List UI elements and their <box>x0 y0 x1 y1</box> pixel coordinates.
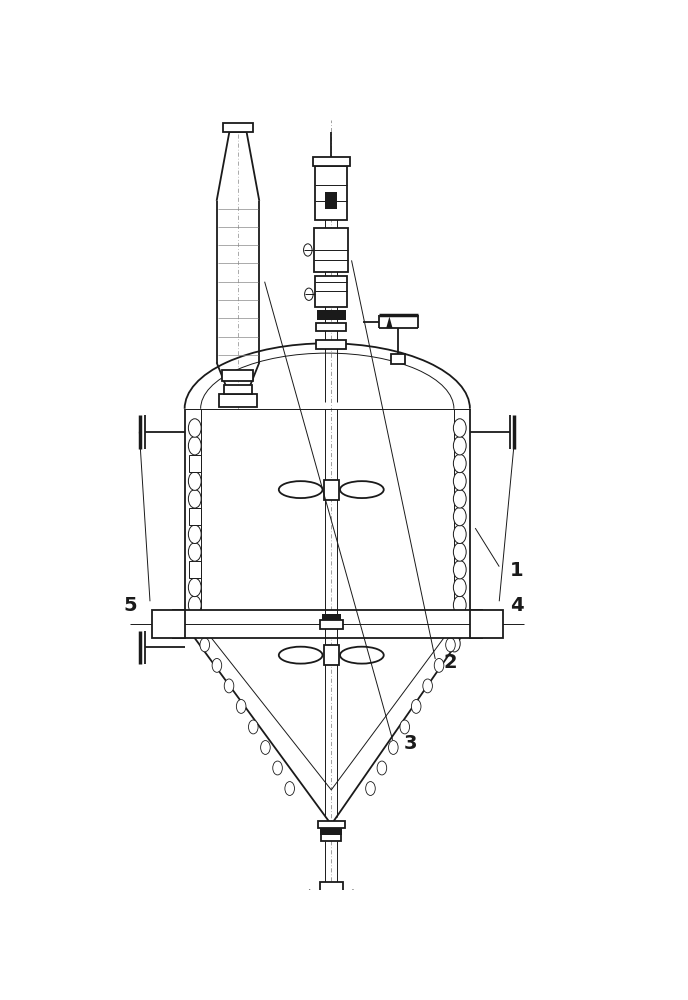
Circle shape <box>453 578 466 597</box>
Bar <box>324 645 338 665</box>
Circle shape <box>189 490 201 508</box>
Circle shape <box>400 720 409 734</box>
Circle shape <box>237 700 246 713</box>
Circle shape <box>285 782 294 795</box>
Circle shape <box>189 525 201 544</box>
Circle shape <box>453 507 466 526</box>
Circle shape <box>377 761 387 775</box>
Bar <box>321 833 341 841</box>
Circle shape <box>453 419 466 437</box>
Circle shape <box>212 658 222 672</box>
Ellipse shape <box>340 481 384 498</box>
Polygon shape <box>470 610 503 638</box>
Text: 1: 1 <box>510 561 524 580</box>
Bar <box>189 508 200 525</box>
Circle shape <box>189 472 201 490</box>
Circle shape <box>446 638 455 652</box>
Circle shape <box>303 244 312 256</box>
Circle shape <box>457 617 466 631</box>
Circle shape <box>224 679 234 693</box>
Bar <box>322 926 341 933</box>
Circle shape <box>189 578 201 597</box>
Circle shape <box>449 635 460 652</box>
Bar <box>312 157 350 166</box>
Bar <box>325 192 337 209</box>
Bar <box>323 922 340 928</box>
Circle shape <box>434 658 444 672</box>
Circle shape <box>453 436 466 455</box>
Circle shape <box>365 782 375 795</box>
Circle shape <box>189 596 201 614</box>
Text: 5: 5 <box>123 596 137 615</box>
Circle shape <box>423 679 433 693</box>
Circle shape <box>453 472 466 490</box>
Bar <box>316 323 346 331</box>
Bar <box>222 370 253 381</box>
Bar <box>319 882 343 892</box>
Circle shape <box>453 454 466 473</box>
Circle shape <box>272 761 282 775</box>
Circle shape <box>389 741 398 754</box>
Polygon shape <box>386 317 393 328</box>
Bar <box>189 455 200 472</box>
Bar <box>322 614 341 620</box>
Circle shape <box>248 720 258 734</box>
Bar <box>224 385 252 394</box>
Circle shape <box>453 525 466 544</box>
Bar <box>219 394 257 407</box>
Circle shape <box>453 560 466 579</box>
Bar <box>315 166 347 220</box>
Bar <box>223 123 253 132</box>
Ellipse shape <box>340 647 384 664</box>
Bar <box>318 821 345 828</box>
Ellipse shape <box>279 481 323 498</box>
Circle shape <box>261 741 270 754</box>
Circle shape <box>189 543 201 561</box>
Circle shape <box>453 596 466 614</box>
Circle shape <box>305 288 313 300</box>
Circle shape <box>189 436 201 455</box>
Bar <box>391 354 405 364</box>
Polygon shape <box>151 610 184 638</box>
Bar <box>314 228 348 272</box>
Circle shape <box>188 617 197 631</box>
Bar <box>322 892 341 898</box>
Bar <box>189 561 200 578</box>
Text: 4: 4 <box>510 596 524 615</box>
Bar <box>319 620 343 629</box>
Text: 2: 2 <box>443 653 457 672</box>
Circle shape <box>200 638 210 652</box>
Bar <box>173 610 482 638</box>
Bar <box>324 480 338 500</box>
Circle shape <box>453 543 466 561</box>
Bar <box>320 828 343 835</box>
Ellipse shape <box>279 647 323 664</box>
Circle shape <box>453 490 466 508</box>
Bar <box>315 276 347 307</box>
Bar <box>317 310 345 320</box>
Circle shape <box>189 419 201 437</box>
Bar <box>316 340 346 349</box>
Circle shape <box>411 700 421 713</box>
Text: 3: 3 <box>403 734 417 753</box>
